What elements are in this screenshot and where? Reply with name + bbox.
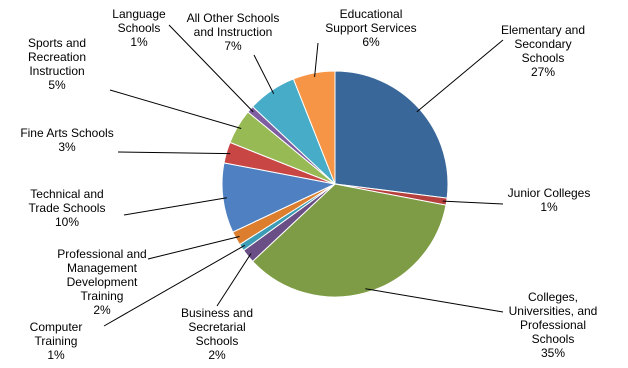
data-label-11: Educational Support Services 6%: [325, 7, 416, 49]
data-label-line: Professional and: [57, 247, 146, 261]
leader-line-6: [123, 197, 227, 216]
data-label-line: All Other Schools: [187, 11, 280, 25]
leader-line-4: [103, 244, 246, 327]
data-label-line: Computer: [30, 320, 83, 334]
data-label-percent: 2%: [93, 303, 111, 317]
data-label-percent: 2%: [208, 348, 226, 362]
data-label-percent: 1%: [47, 348, 65, 362]
leader-lines: [103, 24, 504, 327]
pie-slice-11: [292, 70, 336, 185]
data-label-2: Colleges, Universities, and Professional Sc…: [509, 290, 598, 360]
data-label-percent: 6%: [362, 35, 380, 49]
leader-line-10: [253, 54, 275, 95]
data-label-5: Professional and Management Development Tra…: [57, 247, 146, 317]
leader-line-11: [314, 42, 319, 77]
data-label-8: Sports and Recreation Instruction 5%: [28, 36, 86, 92]
data-label-percent: 7%: [224, 39, 242, 53]
data-label-line: Training: [81, 289, 124, 303]
leader-line-2: [365, 288, 504, 313]
data-label-7: Fine Arts Schools 3%: [20, 126, 113, 154]
data-label-line: Schools: [196, 334, 239, 348]
data-label-4: Computer Training 1%: [30, 320, 83, 362]
data-label-9: Language Schools 1%: [112, 7, 166, 49]
data-label-line: Fine Arts Schools: [20, 126, 113, 140]
data-label-10: All Other Schools and Instruction 7%: [187, 11, 280, 53]
leader-line-5: [147, 236, 240, 260]
data-label-3: Business and Secretarial Schools 2%: [181, 306, 253, 362]
data-label-line: and Instruction: [194, 25, 273, 39]
data-label-percent: 3%: [58, 140, 76, 154]
leader-line-9: [168, 24, 254, 113]
data-label-line: Secretarial: [188, 320, 245, 334]
data-label-percent: 5%: [48, 78, 66, 92]
data-label-line: Management: [67, 261, 138, 275]
data-label-line: Trade Schools: [29, 201, 106, 215]
data-label-line: Sports and: [28, 36, 86, 50]
pie-slices: [221, 70, 449, 298]
data-label-line: Recreation: [28, 50, 86, 64]
data-label-6: Technical and Trade Schools 10%: [29, 187, 106, 229]
data-label-line: Schools: [532, 332, 575, 346]
data-label-percent: 10%: [55, 215, 79, 229]
data-label-percent: 27%: [531, 65, 555, 79]
data-label-1: Junior Colleges 1%: [508, 186, 591, 214]
leader-line-3: [216, 253, 252, 307]
leader-line-0: [416, 39, 504, 113]
leader-line-1: [442, 200, 504, 205]
data-label-percent: 1%: [540, 200, 558, 214]
data-label-line: Development: [67, 275, 138, 289]
data-label-percent: 1%: [130, 35, 148, 49]
data-label-line: Professional: [520, 318, 586, 332]
data-label-line: Language: [112, 7, 166, 21]
data-label-line: Business and: [181, 306, 253, 320]
data-label-percent: 35%: [541, 346, 565, 360]
leader-line-8: [109, 89, 242, 129]
data-label-line: Secondary: [514, 37, 571, 51]
data-label-line: Educational: [340, 7, 403, 21]
pie-slice-2: [251, 183, 447, 298]
data-label-line: Technical and: [30, 187, 103, 201]
data-label-line: Colleges,: [528, 290, 578, 304]
data-label-line: Training: [35, 334, 78, 348]
data-label-line: Junior Colleges: [508, 186, 591, 200]
data-labels: Elementary and Secondary Schools 27%Junior …: [20, 7, 597, 362]
data-label-line: Universities, and: [509, 304, 598, 318]
data-label-line: Elementary and: [501, 23, 585, 37]
data-label-line: Support Services: [325, 21, 416, 35]
pie-slice-0: [334, 70, 449, 199]
data-label-line: Schools: [118, 21, 161, 35]
leader-line-7: [117, 151, 231, 155]
data-label-line: Schools: [522, 51, 565, 65]
data-label-line: Instruction: [29, 64, 84, 78]
data-label-0: Elementary and Secondary Schools 27%: [501, 23, 585, 79]
